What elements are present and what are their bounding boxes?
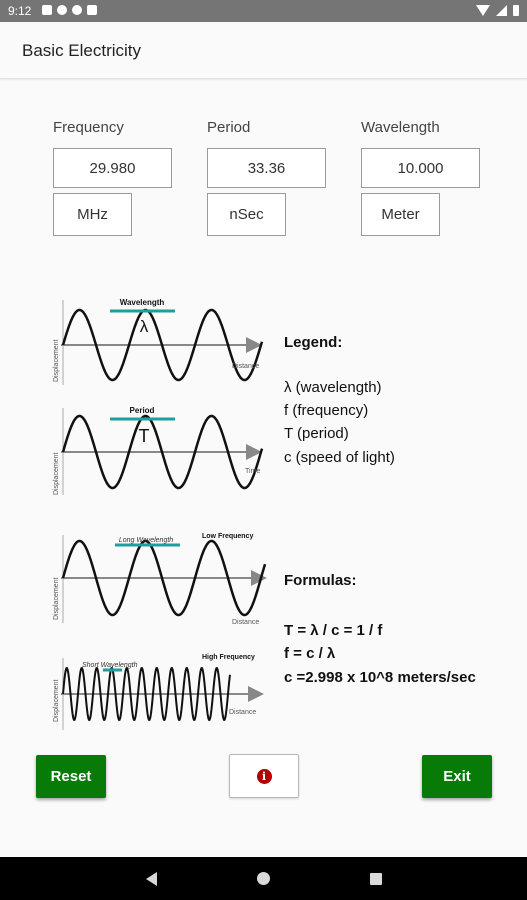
period-wave-diagram: Period T Time Displacement xyxy=(53,406,264,495)
wavelength-unit-button[interactable]: Meter xyxy=(361,193,440,236)
formula-item: f = c / λ xyxy=(284,645,336,662)
wave-top-label: Wavelength xyxy=(120,298,165,307)
notification-icons xyxy=(42,5,97,15)
wavelength-wave-diagram: Wavelength λ Distance Displacement xyxy=(53,298,264,385)
sine-wave xyxy=(62,667,231,721)
legend-item: f (frequency) xyxy=(284,402,368,419)
exit-button[interactable]: Exit xyxy=(422,755,492,798)
frequency-input[interactable]: 29.980 xyxy=(53,148,172,188)
y-axis-label: Displacement xyxy=(53,340,60,382)
notification-icon xyxy=(72,5,82,15)
sine-wave xyxy=(61,539,267,617)
frequency-unit-button[interactable]: MHz xyxy=(53,193,132,236)
battery-icon xyxy=(513,5,519,16)
navigation-bar xyxy=(0,857,527,900)
sine-wave xyxy=(61,414,264,490)
info-icon: i xyxy=(256,768,272,784)
x-axis-label: Distance xyxy=(232,363,259,370)
period-unit-button[interactable]: nSec xyxy=(207,193,286,236)
signal-icon xyxy=(496,5,507,16)
y-axis-label: Displacement xyxy=(53,453,60,495)
notification-icon xyxy=(42,5,52,15)
wifi-icon xyxy=(476,5,490,16)
reset-button[interactable]: Reset xyxy=(36,755,106,798)
x-axis-label: Time xyxy=(245,468,260,475)
legend: Legend: λ (wavelength) f (frequency) T (… xyxy=(284,334,395,466)
high-frequency-wave-diagram: Short Wavelength High Frequency Distance… xyxy=(53,654,264,730)
x-axis-label: Distance xyxy=(229,709,256,716)
frequency-label: High Frequency xyxy=(202,654,255,661)
low-frequency-wave-diagram: Long Wavelength Low Frequency Distance D… xyxy=(53,533,267,626)
wave-diagram: Wavelength λ Distance Displacement Perio… xyxy=(53,298,476,730)
wave-top-label: Short Wavelength xyxy=(82,662,138,669)
recent-apps-icon[interactable] xyxy=(370,873,382,885)
wave-top-label: Long Wavelength xyxy=(119,537,173,544)
info-button[interactable]: i xyxy=(229,754,299,798)
home-icon[interactable] xyxy=(257,872,270,885)
notification-icon xyxy=(87,5,97,15)
legend-item: c (speed of light) xyxy=(284,449,395,466)
formula-item: T = λ / c = 1 / f xyxy=(284,622,383,639)
y-axis-label: Displacement xyxy=(53,680,60,722)
wave-top-label: Period xyxy=(130,406,155,415)
sine-wave xyxy=(61,308,264,382)
formulas-title: Formulas: xyxy=(284,572,357,589)
period-input[interactable]: 33.36 xyxy=(207,148,326,188)
y-axis-label: Displacement xyxy=(53,578,60,620)
formula-item: c =2.998 x 10^8 meters/sec xyxy=(284,669,476,686)
back-icon[interactable] xyxy=(146,872,157,886)
formulas: Formulas: T = λ / c = 1 / f f = c / λ c … xyxy=(284,572,476,686)
legend-title: Legend: xyxy=(284,334,342,351)
notification-icon xyxy=(57,5,67,15)
app-bar: Basic Electricity xyxy=(0,22,527,79)
period-label: Period xyxy=(207,119,251,136)
frequency-label: Low Frequency xyxy=(202,533,253,540)
legend-item: T (period) xyxy=(284,425,349,442)
wavelength-label: Wavelength xyxy=(361,119,440,136)
frequency-label: Frequency xyxy=(53,119,124,136)
status-time: 9:12 xyxy=(8,4,32,18)
wavelength-input[interactable]: 10.000 xyxy=(361,148,480,188)
x-axis-label: Distance xyxy=(232,619,259,626)
legend-item: λ (wavelength) xyxy=(284,379,382,396)
status-bar: 9:12 xyxy=(0,0,527,22)
period-symbol: T xyxy=(139,426,150,446)
lambda-symbol: λ xyxy=(140,317,149,336)
app-title: Basic Electricity xyxy=(22,41,142,60)
